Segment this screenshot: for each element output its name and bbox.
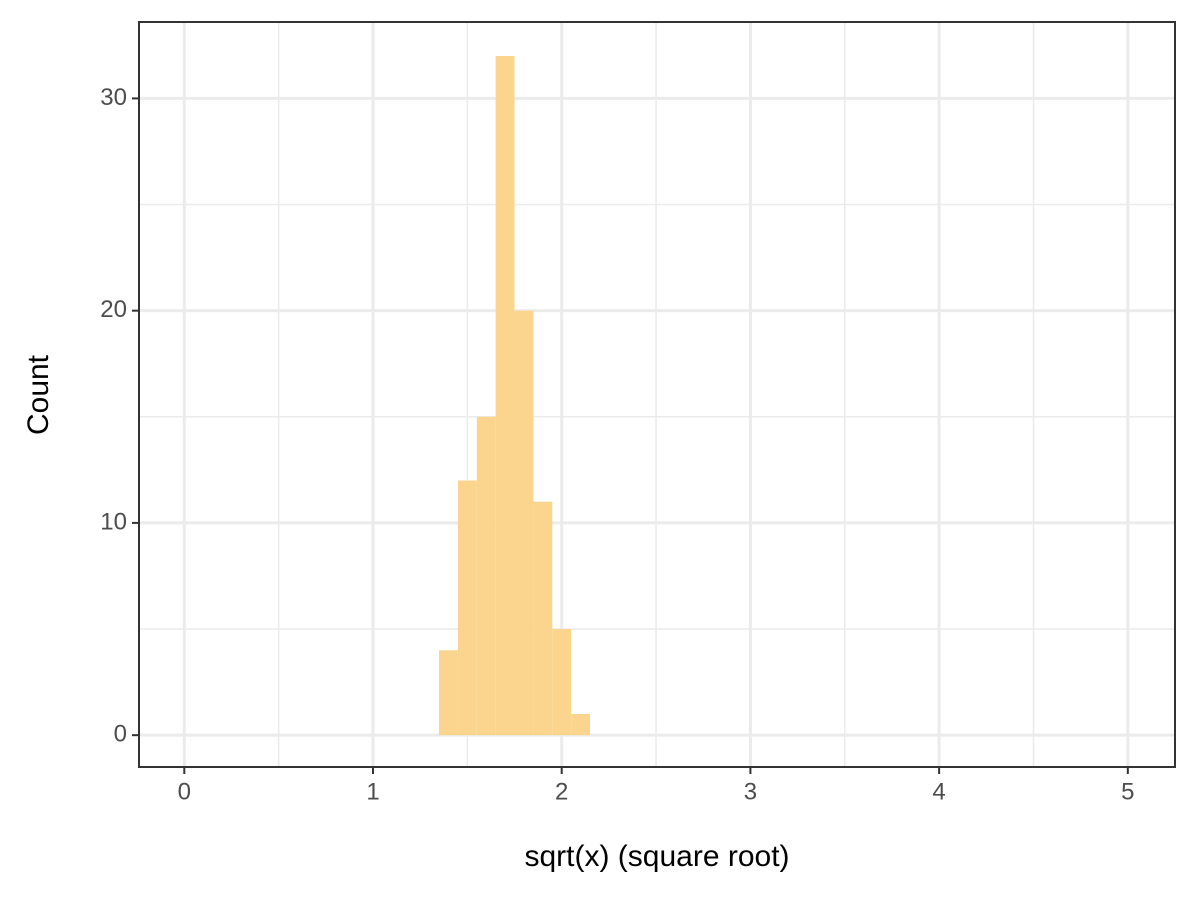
bar: [457, 480, 477, 736]
bar: [552, 629, 572, 736]
x-tick-label: 1: [366, 778, 379, 805]
y-tick-label: 30: [100, 84, 127, 111]
y-axis-title: Count: [22, 354, 55, 435]
y-tick-label: 0: [114, 721, 127, 748]
bar: [439, 650, 458, 736]
y-tick-label: 10: [100, 508, 127, 535]
bar: [571, 713, 591, 736]
x-axis-title: sqrt(x) (square root): [524, 840, 789, 873]
x-tick-label: 4: [932, 778, 945, 805]
x-tick-label: 2: [555, 778, 568, 805]
bar: [514, 310, 534, 736]
x-tick-label: 5: [1121, 778, 1134, 805]
panel-border: [138, 21, 1176, 768]
bar: [533, 501, 553, 736]
x-tick-label: 3: [744, 778, 757, 805]
bar: [495, 55, 515, 736]
x-tick-label: 0: [178, 778, 191, 805]
y-tick-label: 20: [100, 296, 127, 323]
bar: [476, 416, 496, 736]
